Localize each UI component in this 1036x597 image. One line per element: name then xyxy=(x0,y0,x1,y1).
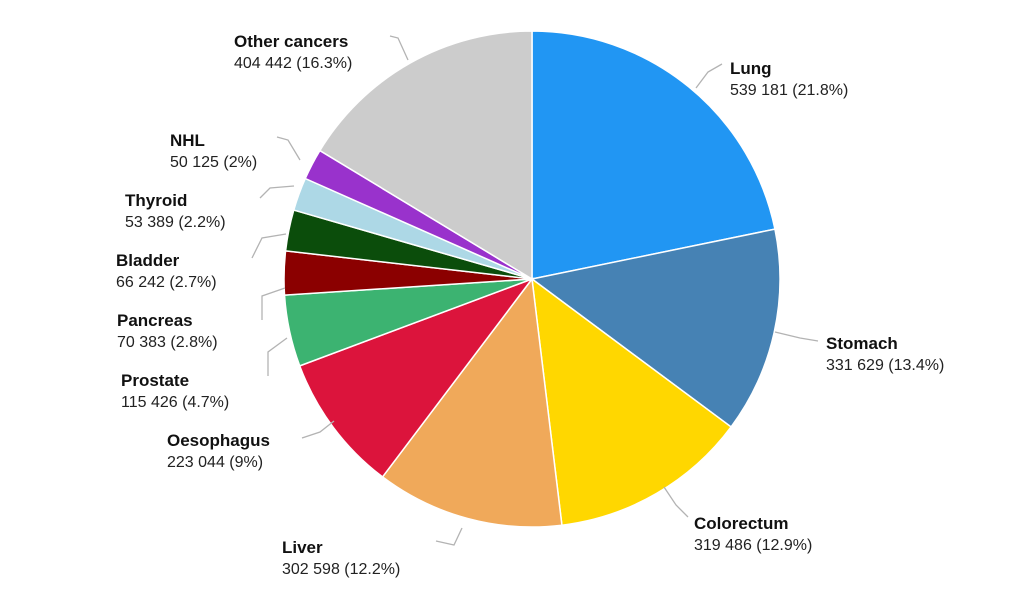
slice-percent: 13.4% xyxy=(894,357,939,374)
slice-label-oesophagus: Oesophagus 223 044 (9%) xyxy=(167,431,270,471)
slice-label-nhl: NHL 50 125 (2%) xyxy=(170,131,257,171)
slice-value: 404 442 xyxy=(234,55,292,72)
pie-slices xyxy=(283,30,781,528)
slice-label-colorectum: Colorectum 319 486 (12.9%) xyxy=(694,514,812,554)
leader-line-liver xyxy=(435,527,463,546)
leader-line-bladder xyxy=(251,233,287,259)
slice-percent: 4.7% xyxy=(187,394,223,411)
slice-name-label: Other cancers xyxy=(234,32,348,51)
slice-value-label: 70 383 (2.8%) xyxy=(117,334,218,351)
slice-label-pancreas: Pancreas 70 383 (2.8%) xyxy=(117,311,218,351)
slice-percent: 9% xyxy=(235,454,258,471)
slice-name-label: Bladder xyxy=(116,251,180,270)
slice-name-label: Colorectum xyxy=(694,514,788,533)
slice-value-label: 66 242 (2.7%) xyxy=(116,274,217,291)
slice-value-label: 115 426 (4.7%) xyxy=(121,394,229,411)
slice-name-label: Liver xyxy=(282,538,323,557)
leader-line-pancreas xyxy=(261,287,286,320)
slice-value: 539 181 xyxy=(730,82,788,99)
slice-name-label: Pancreas xyxy=(117,311,193,330)
slice-value: 302 598 xyxy=(282,561,340,578)
leader-line-prostate xyxy=(267,337,288,376)
slice-percent: 2.2% xyxy=(184,214,220,231)
slice-name-label: Lung xyxy=(730,59,772,78)
slice-label-prostate: Prostate 115 426 (4.7%) xyxy=(121,371,229,411)
slice-value: 319 486 xyxy=(694,537,752,554)
slice-value-label: 302 598 (12.2%) xyxy=(282,561,400,578)
slice-percent: 12.2% xyxy=(350,561,395,578)
slice-name-label: Prostate xyxy=(121,371,189,390)
leader-line-nhl xyxy=(276,136,301,161)
pie-slice-liver xyxy=(381,277,563,528)
leader-line-stomach xyxy=(774,331,819,342)
slice-value-label: 319 486 (12.9%) xyxy=(694,537,812,554)
pie-slice-other-cancers xyxy=(318,30,533,281)
slice-name-label: Oesophagus xyxy=(167,431,270,450)
slice-value: 50 125 xyxy=(170,154,219,171)
slice-value: 223 044 xyxy=(167,454,225,471)
slice-label-other-cancers: Other cancers 404 442 (16.3%) xyxy=(234,32,352,72)
leader-line-oesophagus xyxy=(301,420,335,439)
pie-slice-colorectum xyxy=(531,277,733,527)
slice-name-label: NHL xyxy=(170,131,205,150)
slice-value: 66 242 xyxy=(116,274,165,291)
slice-percent: 12.9% xyxy=(762,537,807,554)
slice-value: 115 426 xyxy=(121,394,178,411)
slice-label-bladder: Bladder 66 242 (2.7%) xyxy=(116,251,217,291)
slice-name-label: Stomach xyxy=(826,334,898,353)
slice-value-label: 223 044 (9%) xyxy=(167,454,263,471)
leader-lines xyxy=(251,35,819,546)
slice-value-label: 53 389 (2.2%) xyxy=(125,214,226,231)
slice-value-label: 539 181 (21.8%) xyxy=(730,82,848,99)
slice-percent: 21.8% xyxy=(798,82,843,99)
slice-label-thyroid: Thyroid 53 389 (2.2%) xyxy=(125,191,226,231)
slice-value-label: 331 629 (13.4%) xyxy=(826,357,944,374)
slice-percent: 2% xyxy=(229,154,252,171)
leader-line-colorectum xyxy=(663,486,689,518)
pie-slice-oesophagus xyxy=(298,277,535,478)
pie-slice-lung xyxy=(531,30,776,280)
slice-percent: 2.8% xyxy=(176,334,212,351)
slice-value: 70 383 xyxy=(117,334,166,351)
slice-value-label: 404 442 (16.3%) xyxy=(234,55,352,72)
slice-label-liver: Liver 302 598 (12.2%) xyxy=(282,538,400,578)
slice-label-stomach: Stomach 331 629 (13.4%) xyxy=(826,334,944,374)
slice-percent: 2.7% xyxy=(175,274,211,291)
leader-line-other-cancers xyxy=(389,35,409,61)
slice-value: 331 629 xyxy=(826,357,884,374)
slice-value-label: 50 125 (2%) xyxy=(170,154,257,171)
slice-labels: Lung 539 181 (21.8%) Stomach 331 629 (13.4%… xyxy=(116,32,944,578)
slice-label-lung: Lung 539 181 (21.8%) xyxy=(730,59,848,99)
slice-value: 53 389 xyxy=(125,214,174,231)
slice-percent: 16.3% xyxy=(302,55,347,72)
leader-line-lung xyxy=(695,63,723,89)
leader-line-thyroid xyxy=(259,185,295,199)
slice-name-label: Thyroid xyxy=(125,191,187,210)
pie-slice-stomach xyxy=(530,228,781,428)
